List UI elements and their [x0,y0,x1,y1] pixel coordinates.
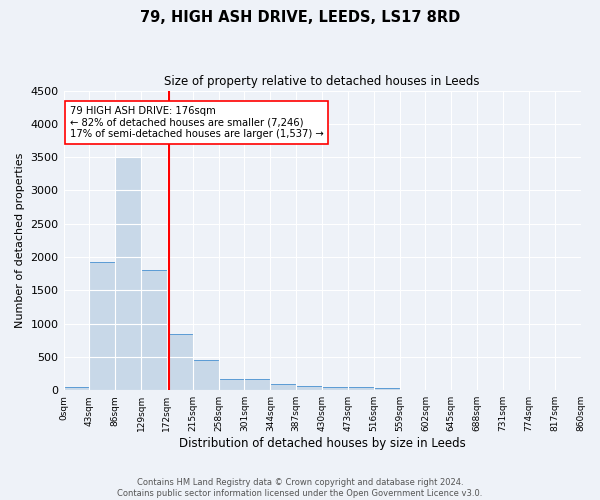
Bar [348,386,374,390]
Bar [167,334,193,390]
Bar [322,386,348,390]
Title: Size of property relative to detached houses in Leeds: Size of property relative to detached ho… [164,75,480,88]
Bar [115,157,141,390]
Bar [64,387,89,390]
X-axis label: Distribution of detached houses by size in Leeds: Distribution of detached houses by size … [179,437,466,450]
Bar [193,360,218,390]
Text: 79, HIGH ASH DRIVE, LEEDS, LS17 8RD: 79, HIGH ASH DRIVE, LEEDS, LS17 8RD [140,10,460,25]
Bar [141,270,167,390]
Bar [89,262,115,390]
Text: 79 HIGH ASH DRIVE: 176sqm
← 82% of detached houses are smaller (7,246)
17% of se: 79 HIGH ASH DRIVE: 176sqm ← 82% of detac… [70,106,323,139]
Y-axis label: Number of detached properties: Number of detached properties [15,152,25,328]
Bar [218,378,244,390]
Bar [271,384,296,390]
Text: Contains HM Land Registry data © Crown copyright and database right 2024.
Contai: Contains HM Land Registry data © Crown c… [118,478,482,498]
Bar [374,388,400,390]
Bar [244,379,271,390]
Bar [296,386,322,390]
